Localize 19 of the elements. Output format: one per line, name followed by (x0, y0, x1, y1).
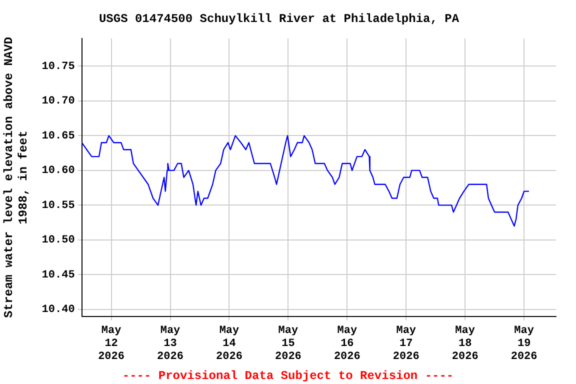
x-tick-label: May 13 2026 (157, 324, 184, 364)
x-tick-label: May 19 2026 (510, 324, 538, 364)
x-tick-label: May 12 2026 (98, 324, 124, 364)
x-tick-label: May 15 2026 (274, 324, 302, 364)
y-axis-title: Stream water level elevation above NAVD 1988, in feet (2, 36, 31, 318)
x-tick-label: May 18 2026 (452, 324, 478, 364)
x-tick-label: May 17 2026 (392, 324, 420, 364)
y-tick-label: 10.75 (42, 60, 76, 73)
y-tick-label: 10.60 (42, 165, 75, 178)
text: ---- Provisional Data Subject to Revision ---- (122, 369, 454, 383)
y-tick-label: 10.45 (42, 269, 76, 282)
chart-title: USGS 01474500 Schuylkill River at Philadelphia, PA (98, 12, 460, 26)
y-tick-label: 10.65 (42, 130, 76, 142)
x-tick-label: May 16 2026 (334, 324, 360, 364)
y-tick-label: 10.70 (42, 96, 75, 108)
y-tick-label: 10.50 (42, 234, 75, 247)
x-tick-label: May 14 2026 (216, 324, 242, 364)
y-tick-label: 10.55 (42, 200, 76, 212)
y-tick-label: 10.40 (42, 304, 75, 316)
